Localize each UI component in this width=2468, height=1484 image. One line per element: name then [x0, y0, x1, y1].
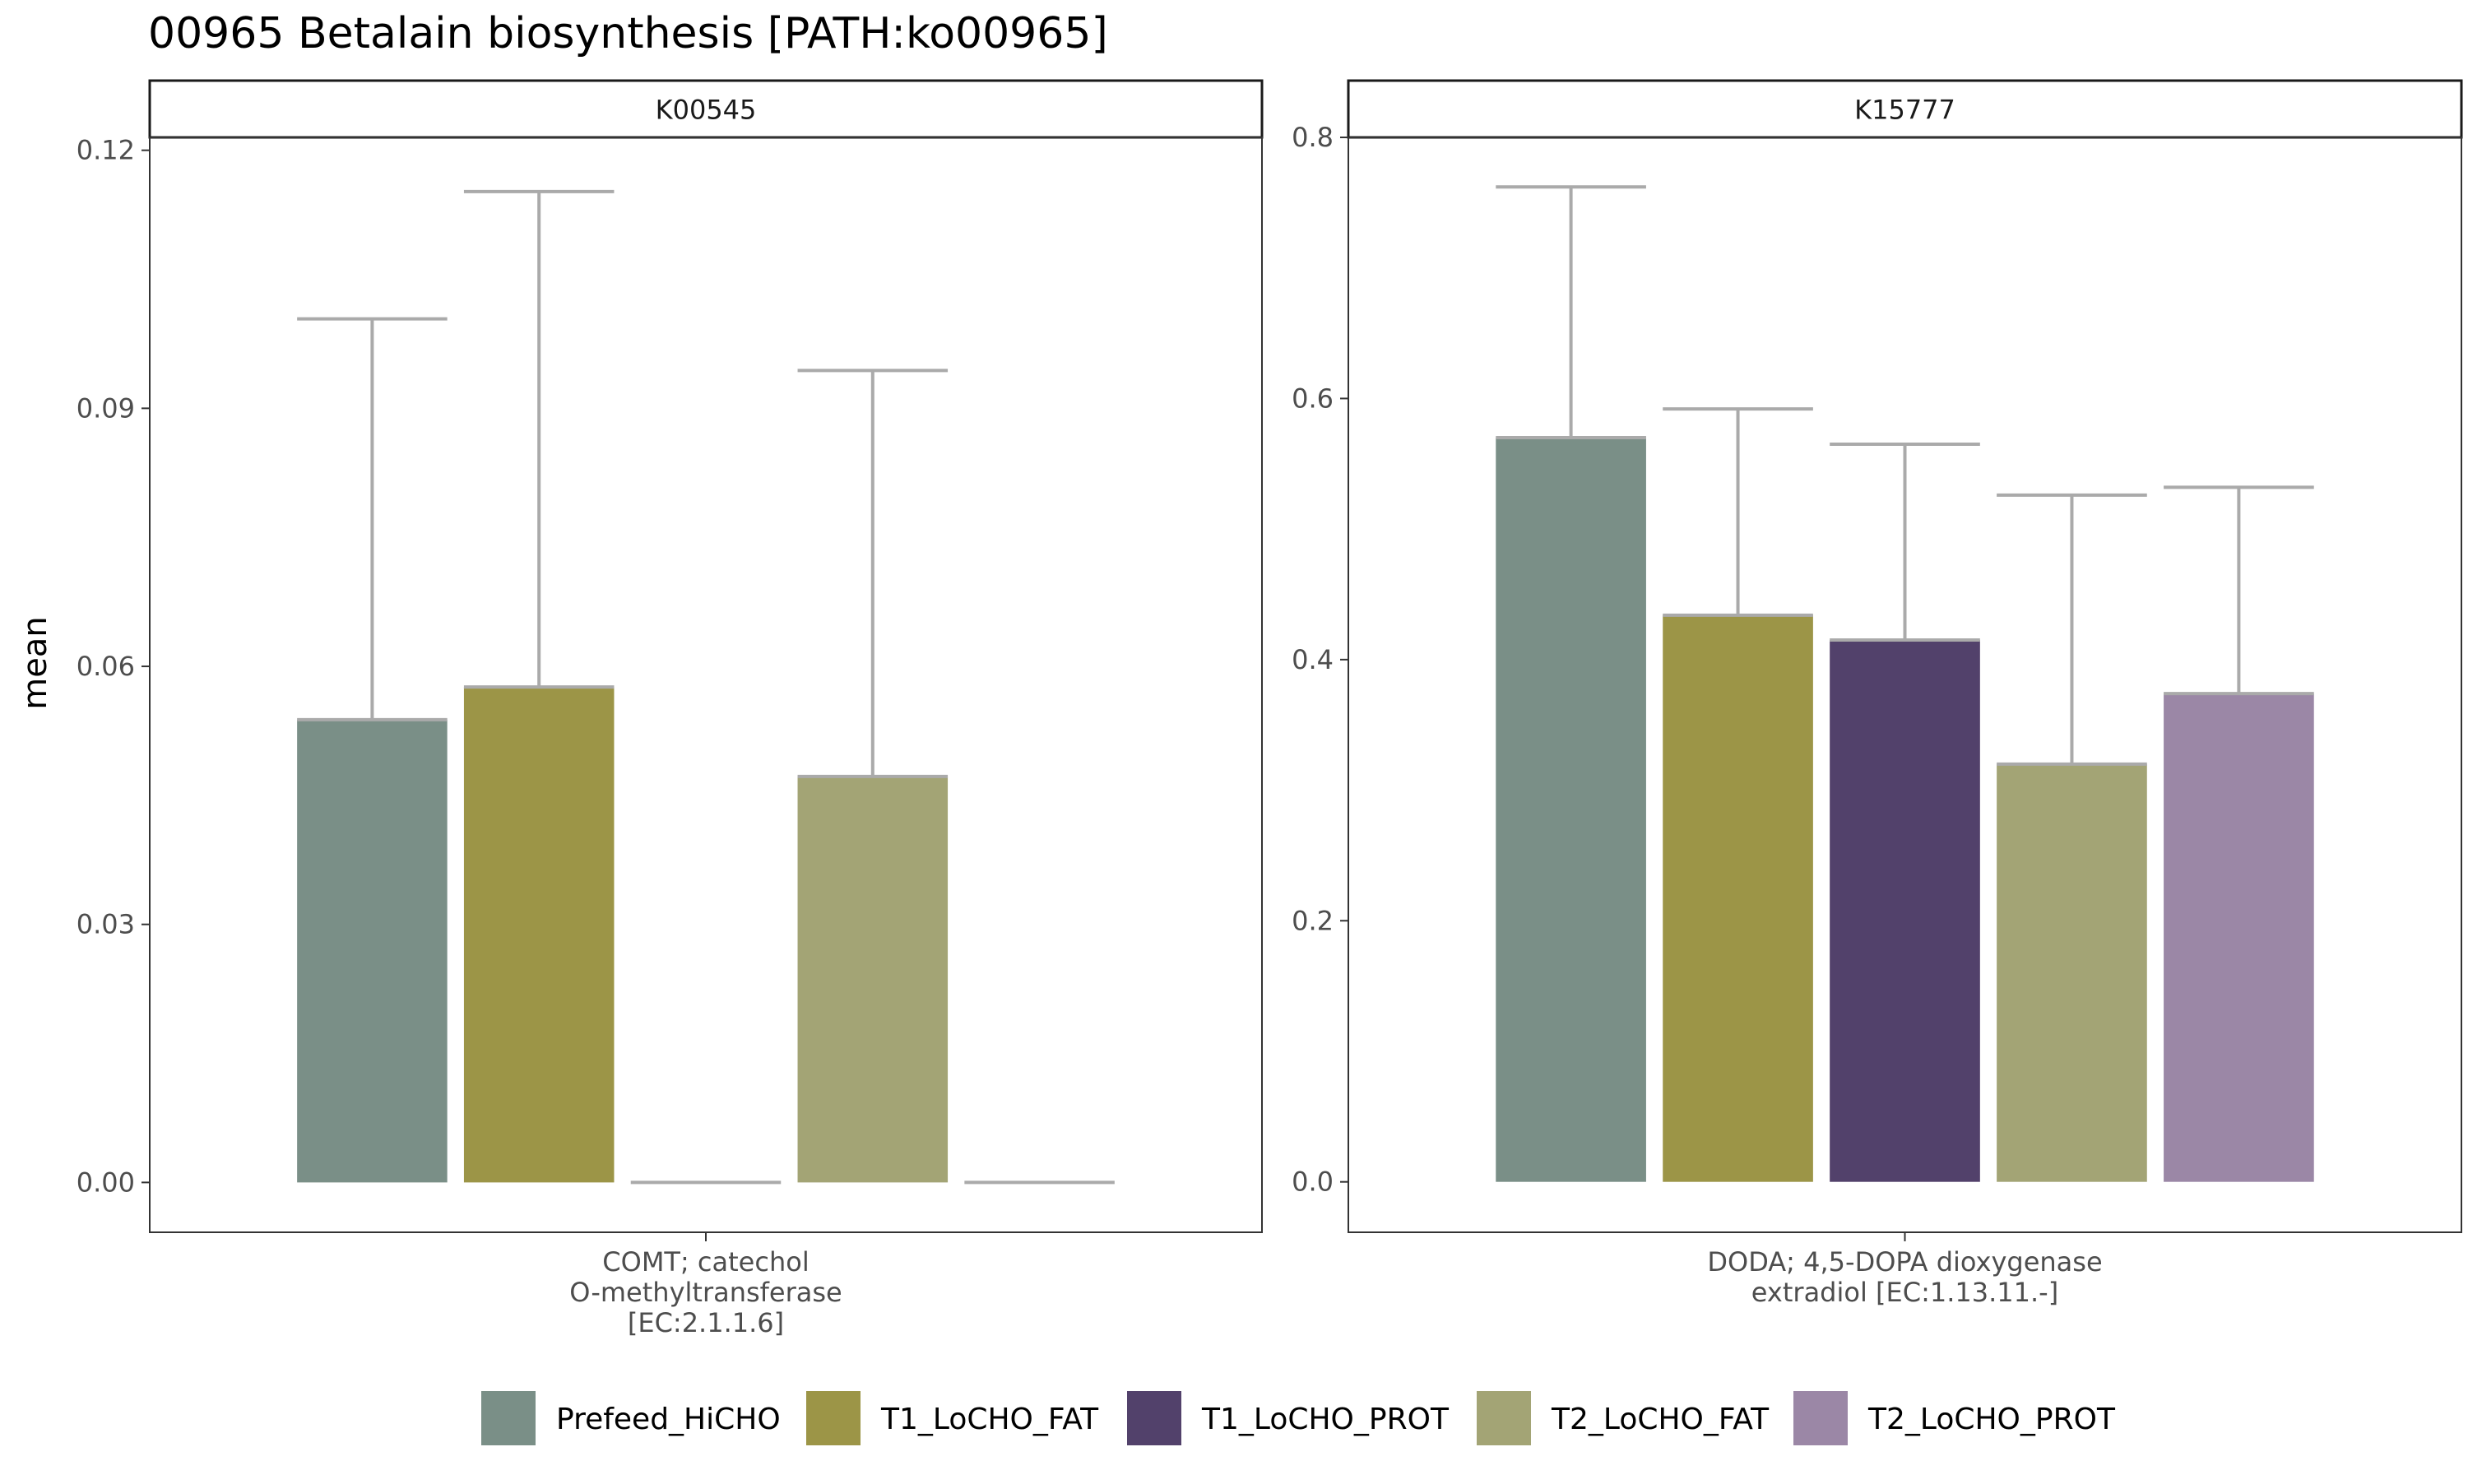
- legend-key-T1_LoCHO_PROT: [1127, 1391, 1181, 1445]
- bar-T2_LoCHO_PROT: [2164, 693, 2314, 1182]
- bar-T1_LoCHO_FAT: [1663, 614, 1813, 1182]
- x-category-label: O-methyltransferase: [569, 1277, 842, 1308]
- y-tick-label: 0.6: [1292, 383, 1334, 414]
- y-tick-label: 0.06: [77, 651, 135, 682]
- y-axis-label: mean: [16, 616, 54, 709]
- legend-label-T2_LoCHO_PROT: T2_LoCHO_PROT: [1867, 1403, 2116, 1436]
- legend-label-Prefeed_HiCHO: Prefeed_HiCHO: [556, 1403, 781, 1436]
- bar-Prefeed_HiCHO: [297, 719, 448, 1183]
- y-tick-label: 0.12: [77, 135, 135, 166]
- legend-item-T1_LoCHO_FAT: T1_LoCHO_FAT: [806, 1391, 1099, 1445]
- legend-item-T2_LoCHO_PROT: T2_LoCHO_PROT: [1793, 1391, 2116, 1445]
- facet-strip-label: K15777: [1854, 95, 1955, 126]
- y-tick-label: 0.09: [77, 392, 135, 424]
- facet-panel-K15777: K15777 0.0 0.2 0.4 0.6 0.8 DODA; 4,5-DOPA diox…: [1292, 79, 2463, 1308]
- y-tick-label: 0.03: [77, 909, 135, 940]
- y-tick-label: 0.4: [1292, 644, 1334, 675]
- bar-T1_LoCHO_PROT: [1830, 640, 1980, 1182]
- facet-strip: [1347, 79, 2463, 139]
- x-category-label: COMT; catechol: [602, 1246, 809, 1278]
- legend-key-T1_LoCHO_FAT: [806, 1391, 861, 1445]
- bar-T1_LoCHO_FAT: [463, 687, 615, 1183]
- y-tick-label: 0.8: [1292, 122, 1334, 153]
- legend: Prefeed_HiCHO T1_LoCHO_FAT T1_LoCHO_PROT T2…: [481, 1391, 2116, 1445]
- legend-item-T2_LoCHO_FAT: T2_LoCHO_FAT: [1477, 1391, 1770, 1445]
- facet-strip-label: K00545: [656, 95, 757, 126]
- y-tick-label: 0.2: [1292, 905, 1334, 936]
- legend-item-T1_LoCHO_PROT: T1_LoCHO_PROT: [1127, 1391, 1450, 1445]
- legend-key-T2_LoCHO_PROT: [1793, 1391, 1848, 1445]
- legend-item-Prefeed_HiCHO: Prefeed_HiCHO: [481, 1391, 781, 1445]
- legend-label-T2_LoCHO_FAT: T2_LoCHO_FAT: [1551, 1403, 1770, 1436]
- legend-label-T1_LoCHO_PROT: T1_LoCHO_PROT: [1201, 1403, 1450, 1436]
- bar-T2_LoCHO_FAT: [797, 776, 949, 1183]
- y-tick-label: 0.0: [1292, 1166, 1334, 1198]
- bar-T2_LoCHO_FAT: [1997, 763, 2147, 1182]
- facet-panel-K00545: K00545 0.00 0.03 0.06 0.09 0.12 COMT; catechol…: [77, 79, 1264, 1338]
- panels-layer: K00545 0.00 0.03 0.06 0.09 0.12 COMT; catechol…: [77, 79, 2463, 1338]
- x-category-label: DODA; 4,5-DOPA dioxygenase: [1707, 1246, 2102, 1278]
- y-tick-label: 0.00: [77, 1166, 135, 1198]
- legend-label-T1_LoCHO_FAT: T1_LoCHO_FAT: [880, 1403, 1099, 1436]
- x-category-label: [EC:2.1.1.6]: [628, 1307, 784, 1338]
- chart-title: 00965 Betalain biosynthesis [PATH:ko0096…: [148, 9, 1108, 58]
- x-category-label: extradiol [EC:1.13.11.-]: [1751, 1277, 2058, 1308]
- legend-key-Prefeed_HiCHO: [481, 1391, 536, 1445]
- legend-key-T2_LoCHO_FAT: [1477, 1391, 1531, 1445]
- bar-Prefeed_HiCHO: [1496, 438, 1646, 1182]
- facet-strip: [148, 79, 1264, 139]
